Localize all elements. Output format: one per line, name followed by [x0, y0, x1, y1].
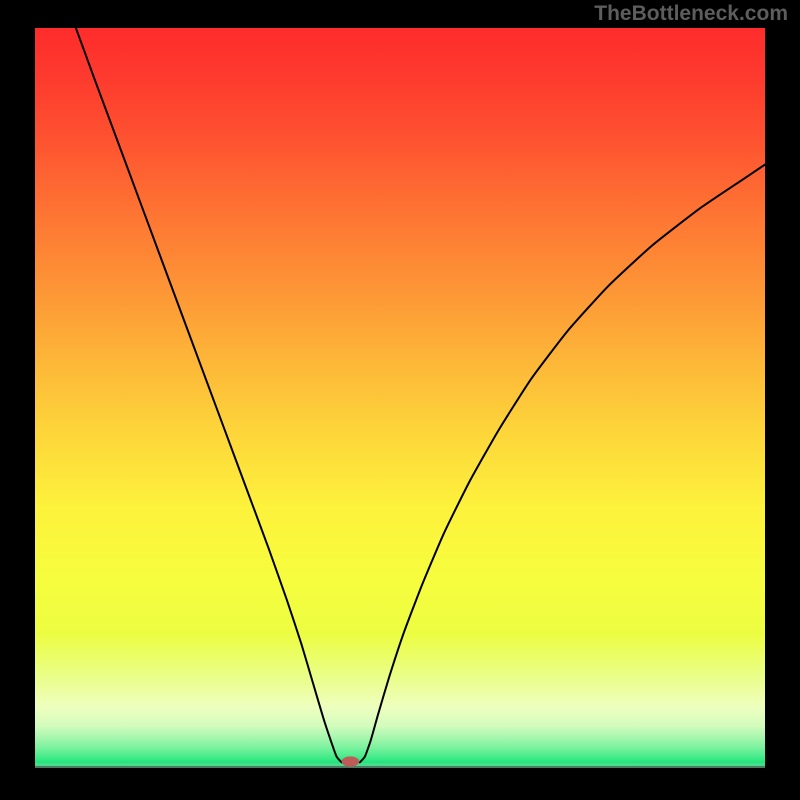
bottom-blur-strip — [35, 763, 765, 768]
minimum-marker — [342, 756, 360, 766]
bottleneck-chart — [0, 0, 800, 800]
chart-container: TheBottleneck.com — [0, 0, 800, 800]
watermark-text: TheBottleneck.com — [594, 2, 788, 26]
gradient-background — [35, 28, 765, 766]
